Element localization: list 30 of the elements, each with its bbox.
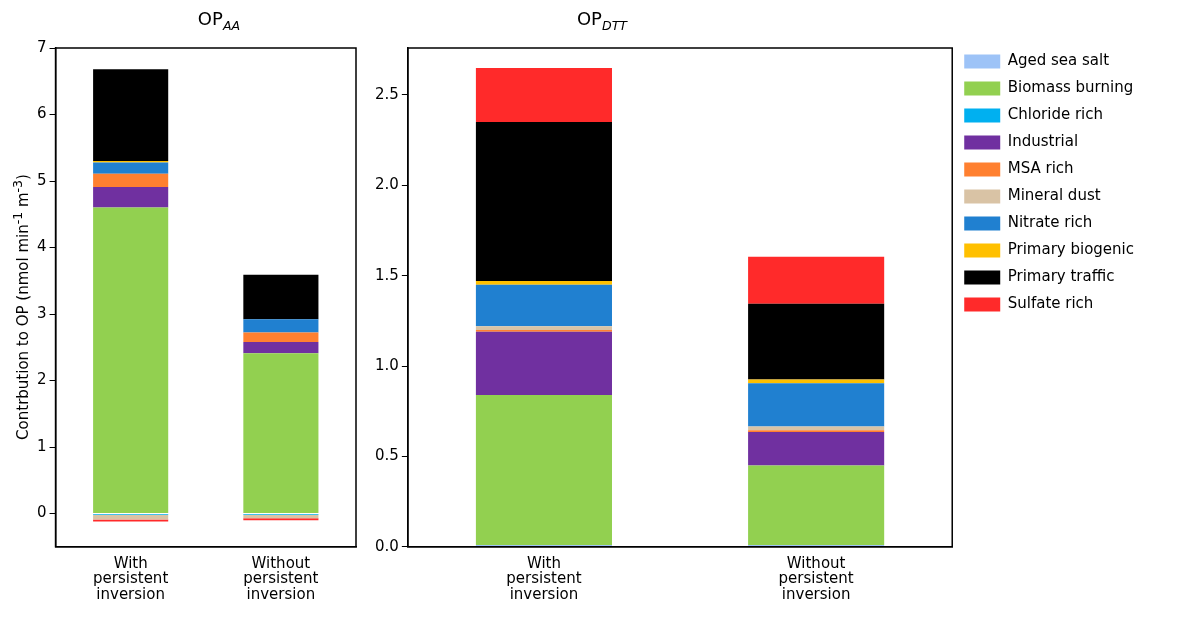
y-tick-label: 2.0 <box>375 175 399 194</box>
x-tick-label: Without persistent inversion <box>778 553 854 604</box>
y-tick-label: 3 <box>37 303 47 322</box>
y-tick-label: 4 <box>37 237 47 256</box>
legend-label: Biomass burning <box>1007 78 1134 97</box>
y-tick-label: 0 <box>37 503 47 522</box>
y-tick-label: 2.5 <box>375 84 399 103</box>
y-tick-label: 1.5 <box>375 265 399 284</box>
legend-label: Mineral dust <box>1007 186 1101 205</box>
y-tick-label: 6 <box>37 104 47 123</box>
y-tick-label: 0.0 <box>375 536 399 555</box>
x-tick-label: With persistent inversion <box>506 553 582 604</box>
x-tick-label: Without persistent inversion <box>243 553 319 604</box>
legend-label: Aged sea salt <box>1007 51 1110 70</box>
legend-label: Nitrate rich <box>1007 213 1093 232</box>
y-tick-label: 2 <box>37 370 47 389</box>
legend-label: Sulfate rich <box>1007 294 1094 313</box>
y-tick-label: 1.0 <box>375 355 399 374</box>
chart-title: OP$_{DTT}$ <box>575 8 629 35</box>
y-tick-label: 5 <box>37 170 47 189</box>
y-tick-label: 1 <box>37 436 47 455</box>
legend-label: MSA rich <box>1007 159 1074 178</box>
legend-label: Primary biogenic <box>1007 240 1135 259</box>
legend-label: Industrial <box>1007 132 1079 151</box>
legend-label: Chloride rich <box>1007 105 1104 124</box>
y-tick-label: 0.5 <box>375 446 399 465</box>
x-tick-label: With persistent inversion <box>93 553 169 604</box>
chart-title: OP$_{AA}$ <box>196 8 242 35</box>
legend-label: Primary traffic <box>1007 267 1115 286</box>
y-tick-label: 7 <box>37 37 47 56</box>
